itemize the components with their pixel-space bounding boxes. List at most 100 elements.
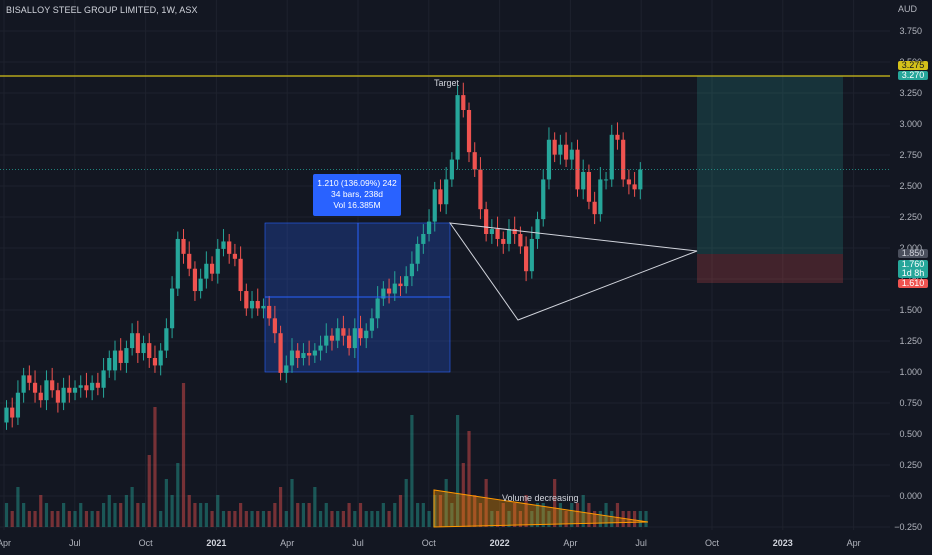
volume-bar <box>564 511 568 527</box>
volume-bar <box>79 503 83 527</box>
volume-bar <box>410 415 414 527</box>
volume-bar <box>164 479 168 527</box>
currency-label: AUD <box>898 4 918 14</box>
candle-body <box>518 234 523 247</box>
candle-body <box>267 305 272 319</box>
time-tick-label: Jul <box>352 538 364 548</box>
candle-body <box>364 330 369 339</box>
volume-bars <box>4 383 648 527</box>
profit-zone <box>697 76 843 254</box>
time-tick-label: Jul <box>635 538 647 548</box>
volume-bar <box>90 511 94 527</box>
volume-bar <box>341 511 345 527</box>
candle-body <box>347 335 352 349</box>
volume-bar <box>570 503 574 527</box>
candle-body <box>586 172 592 202</box>
candle-body <box>581 172 586 190</box>
volume-bar <box>575 503 580 527</box>
price-tick-label: 2.000 <box>899 243 922 253</box>
candle-body <box>50 380 55 391</box>
volume-bar <box>644 511 648 527</box>
time-tick-label: Oct <box>421 538 436 548</box>
volume-bar <box>130 487 134 527</box>
volume-bar <box>370 511 374 527</box>
volume-bar <box>136 503 140 527</box>
volume-bar <box>593 511 597 527</box>
candle-body <box>284 365 289 373</box>
volume-bar <box>84 511 89 527</box>
price-tick-label: 1.250 <box>899 336 922 346</box>
target-top-price-tag: 3.275 <box>898 61 928 70</box>
candle-body <box>524 246 529 272</box>
candle-body <box>455 95 460 160</box>
candle-body <box>175 238 180 289</box>
volume-bar <box>638 511 642 527</box>
volume-bar <box>324 503 328 527</box>
volume-bar <box>27 511 31 527</box>
candle-body <box>352 328 357 349</box>
price-tick-label: 2.750 <box>899 150 922 160</box>
volume-bar <box>381 503 385 527</box>
volume-bar <box>615 503 620 527</box>
volume-bar <box>256 511 260 527</box>
candle-body <box>535 219 540 239</box>
candle-body <box>147 343 152 358</box>
volume-bar <box>22 503 26 527</box>
last-price-value: 1.760 <box>901 259 925 269</box>
volume-bar <box>119 503 123 527</box>
volume-bar <box>210 511 214 527</box>
volume-bar <box>478 503 483 527</box>
volume-bar <box>33 511 37 527</box>
volume-bar <box>261 511 266 527</box>
measure-bars-text: 34 bars, 238d <box>331 189 383 199</box>
candle-body <box>444 179 449 205</box>
candle-body <box>10 407 15 418</box>
volume-bar <box>518 511 522 527</box>
volume-bar <box>490 511 494 527</box>
volume-bar <box>398 495 403 527</box>
volume-bar <box>10 511 14 527</box>
candle-body <box>78 385 83 388</box>
volume-bar <box>541 503 545 527</box>
price-tick-label: 0.750 <box>899 398 922 408</box>
candle-body <box>112 350 118 371</box>
time-tick-label: 2022 <box>489 538 510 548</box>
volume-bar <box>467 431 471 527</box>
volume-bar <box>604 503 608 527</box>
volume-bar <box>67 511 71 527</box>
drawings[interactable] <box>0 75 890 528</box>
volume-decreasing-triangle <box>433 489 649 528</box>
volume-bar <box>547 511 551 527</box>
candle-body <box>369 318 375 331</box>
candle-body <box>409 263 415 277</box>
candle-body <box>449 159 454 180</box>
candle-body <box>44 380 49 401</box>
grid-lines <box>0 0 890 530</box>
price-tick-label: 0.500 <box>899 429 922 439</box>
candle-body <box>4 407 9 423</box>
volume-bar <box>598 511 602 527</box>
volume-bar <box>473 495 477 527</box>
candle-body <box>61 387 66 403</box>
volume-bar <box>318 511 323 527</box>
volume-bar <box>233 511 237 527</box>
candle-body <box>638 169 643 190</box>
candle-body <box>335 328 340 341</box>
candle-body <box>621 139 626 180</box>
volume-bar <box>199 503 203 527</box>
target-label: Target <box>434 78 460 88</box>
time-tick-label: Apr <box>280 538 295 548</box>
volume-bar <box>278 487 283 527</box>
time-tick-label: 2021 <box>206 538 227 548</box>
candle-body <box>472 152 477 170</box>
candle-body <box>187 253 192 269</box>
time-tick-label: Oct <box>138 538 153 548</box>
measure-tooltip: 1.210 (136.09%) 242 34 bars, 238d Vol 16… <box>313 174 401 216</box>
candle-body <box>381 288 386 299</box>
candle-body <box>221 241 226 249</box>
candle-body <box>358 328 363 339</box>
volume-bar <box>313 487 317 527</box>
volume-bar <box>284 511 288 527</box>
